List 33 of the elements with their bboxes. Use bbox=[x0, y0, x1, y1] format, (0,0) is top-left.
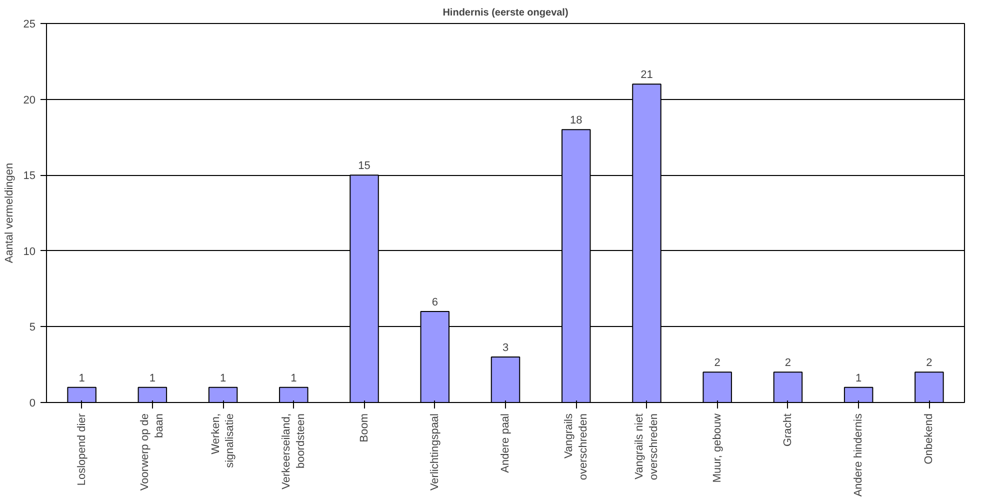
x-tick-label: Verlichtingspaal bbox=[428, 413, 441, 491]
x-tick-label: Loslopend dier bbox=[76, 413, 88, 486]
chart-title: Hindernis (eerste ongeval) bbox=[442, 8, 568, 18]
data-label: 2 bbox=[714, 357, 720, 370]
x-tick-label: Werken, signalisatie bbox=[210, 413, 236, 468]
y-tick-label: 25 bbox=[23, 18, 36, 30]
x-tick-label: Voorwerp op de baan bbox=[139, 413, 166, 491]
data-label: 1 bbox=[290, 372, 297, 384]
data-label: 1 bbox=[856, 372, 862, 384]
data-label: 18 bbox=[570, 114, 582, 127]
x-tick-label: Andere paal bbox=[500, 413, 512, 473]
x-tick-label: Andere hindernis bbox=[852, 413, 865, 497]
y-tick-label: 15 bbox=[23, 170, 36, 182]
y-axis-title: Aantal vermeldingen bbox=[3, 162, 16, 264]
data-label: 15 bbox=[358, 160, 370, 172]
y-tick-label: 10 bbox=[23, 246, 36, 258]
x-tick-label: Muur, gebouw bbox=[711, 413, 724, 483]
data-label: 3 bbox=[502, 342, 509, 354]
y-tick-label: 5 bbox=[29, 322, 36, 334]
data-label: 21 bbox=[640, 69, 653, 82]
data-label: 1 bbox=[149, 372, 156, 384]
x-tick-label: Gracht bbox=[782, 413, 794, 447]
data-label: 1 bbox=[78, 372, 85, 384]
x-tick-label: Verkeerseiland, boordsteen bbox=[280, 413, 307, 490]
data-label: 2 bbox=[926, 357, 932, 370]
data-label: 1 bbox=[220, 372, 226, 384]
data-label: 6 bbox=[432, 296, 438, 309]
x-tick-label: Vangrails overschreden bbox=[562, 413, 590, 480]
x-tick-label: Boom bbox=[358, 413, 370, 442]
y-tick-label: 20 bbox=[23, 94, 36, 106]
x-tick-label: Onbekend bbox=[923, 413, 936, 464]
y-tick-label: 0 bbox=[29, 398, 36, 410]
data-label: 2 bbox=[784, 357, 792, 370]
